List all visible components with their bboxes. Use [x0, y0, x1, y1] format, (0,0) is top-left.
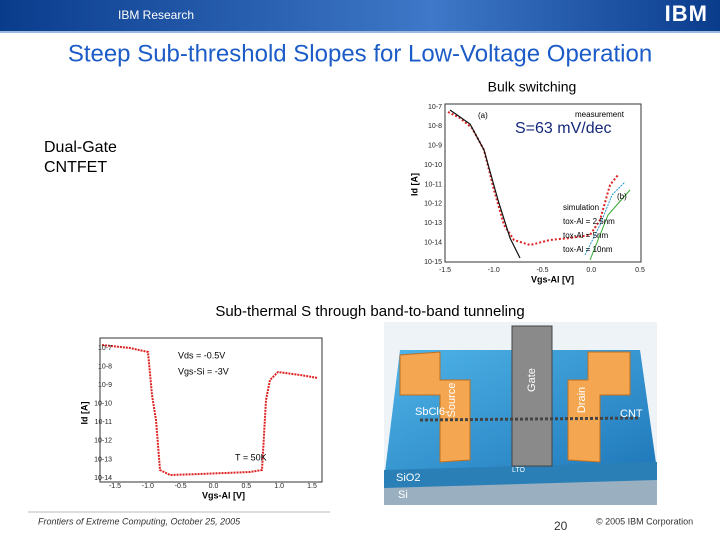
brand: IBM Research: [118, 8, 194, 22]
caption: Sub-thermal S through band-to-band tunne…: [215, 303, 524, 320]
plot-image: [444, 103, 642, 263]
y-tick-label: 10-10: [424, 162, 442, 169]
device-label: Gate: [526, 368, 538, 392]
device-image: [384, 322, 657, 505]
y-axis-label: Id [A]: [409, 173, 419, 196]
device-label: Dual-Gate: [44, 139, 117, 156]
y-tick-label: 10-10: [94, 401, 112, 408]
legend-entry: tox-Al = 5nm: [563, 231, 608, 240]
header-rule: [0, 31, 720, 33]
x-tick-label: 1.5: [307, 483, 317, 490]
y-tick-label: 10-12: [424, 201, 442, 208]
y-tick-label: 10-9: [98, 382, 112, 389]
drain-electrode: [567, 351, 631, 463]
marker-label: (a): [478, 111, 488, 120]
plot-annotation: T = 50K: [235, 452, 267, 462]
device-label: SiO2: [396, 472, 420, 484]
x-axis-label: Vgs-Al [V]: [531, 274, 574, 284]
x-tick-label: 1.0: [274, 483, 284, 490]
x-tick-label: -0.5: [175, 483, 187, 490]
x-tick-label: 0.5: [241, 483, 251, 490]
plot-frame: [99, 337, 323, 483]
gate-electrode: [511, 325, 553, 467]
sim-curve: [584, 181, 626, 256]
plot-annotation: Vds = -0.5V: [178, 350, 225, 360]
x-tick-label: -1.0: [488, 267, 500, 274]
y-tick-label: 10-7: [98, 345, 112, 352]
x-tick-label: 0.5: [635, 267, 645, 274]
y-tick-label: 10-8: [428, 123, 442, 130]
y-tick-label: 10-12: [94, 438, 112, 445]
device-label: Source: [446, 383, 458, 418]
x-tick-label: -1.5: [109, 483, 121, 490]
y-tick-label: 10-8: [98, 363, 112, 370]
device-label: CNT: [620, 408, 643, 420]
y-tick-label: 10-11: [95, 419, 112, 426]
slide-title: Steep Sub-threshold Slopes for Low-Volta…: [68, 40, 652, 67]
y-tick-label: 10-9: [428, 143, 442, 150]
plot-annotation: Vgs-Si = -3V: [178, 366, 229, 376]
legend-entry: tox-Al = 10nm: [563, 245, 613, 254]
x-tick-label: -1.5: [439, 267, 451, 274]
x-tick-label: -1.0: [142, 483, 154, 490]
y-tick-label: 10-14: [424, 239, 442, 246]
y-tick-label: 10-13: [424, 220, 442, 227]
header-bar: [0, 0, 720, 31]
page-number: 20: [554, 519, 568, 533]
footer-event: Frontiers of Extreme Computing, October …: [38, 516, 241, 526]
device-label: Drain: [576, 387, 588, 413]
logo: IBM: [665, 1, 708, 26]
source-electrode: [399, 351, 471, 463]
legend-entry: measurement: [575, 110, 625, 119]
measured-curve: [101, 344, 319, 477]
sim-curve: [589, 189, 631, 261]
device-label: CNTFET: [44, 159, 107, 176]
plot-frame: [444, 103, 642, 263]
x-tick-label: 0.0: [586, 267, 596, 274]
device-label: SbCl6-: [415, 406, 449, 418]
legend-entry: tox-Al = 2.5nm: [563, 217, 615, 226]
x-axis-label: Vgs-Al [V]: [202, 490, 245, 500]
x-tick-label: -0.5: [536, 267, 548, 274]
y-tick-label: 10-7: [428, 104, 442, 111]
legend-entry: simulation: [563, 203, 599, 212]
copyright: © 2005 IBM Corporation: [596, 516, 693, 526]
caption: Bulk switching: [488, 79, 577, 95]
device-label: Si: [398, 489, 408, 501]
y-tick-label: 10-14: [94, 475, 112, 482]
device-label: LTO: [512, 467, 526, 474]
y-tick-label: 10-11: [425, 181, 442, 188]
si-layer: [384, 480, 657, 505]
x-tick-label: 0.0: [209, 483, 219, 490]
cnt: [419, 416, 641, 422]
y-tick-label: 10-15: [424, 259, 442, 266]
marker-label: (b): [617, 192, 627, 201]
y-axis-label: Id [A]: [79, 402, 89, 425]
y-tick-label: 10-13: [94, 456, 112, 463]
plot-image: [99, 337, 323, 483]
slope-annotation: S=63 mV/dec: [515, 120, 612, 137]
sim-curve: [449, 109, 521, 259]
